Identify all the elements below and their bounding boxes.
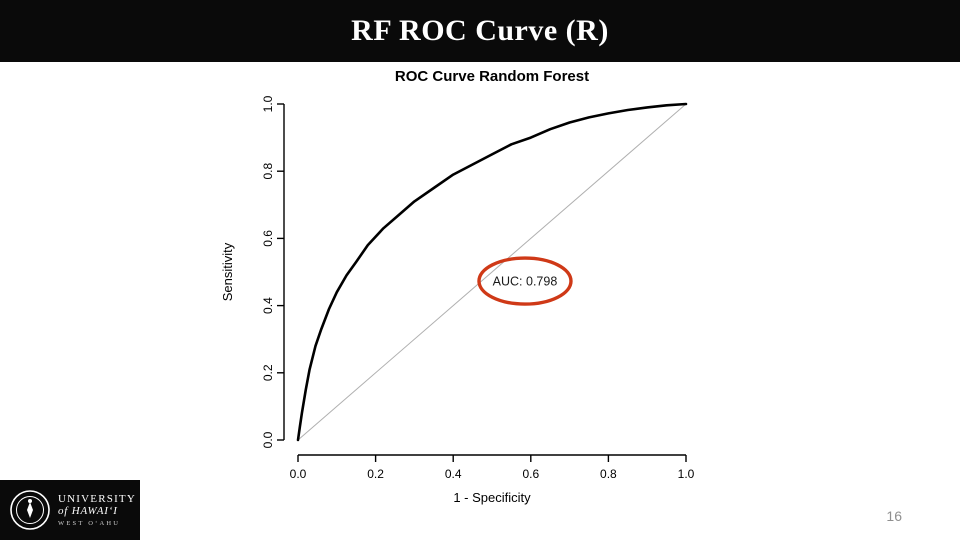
y-tick-label: 0.0 [261,431,275,448]
y-tick-label: 0.6 [261,230,275,247]
y-tick-label: 0.8 [261,163,275,180]
chance-diagonal-line [297,103,687,441]
auc-highlight-ellipse [477,256,573,306]
roc-curve-line [296,102,688,442]
x-tick-label: 0.8 [600,467,617,481]
auc-annotation: AUC: 0.798 [493,275,558,289]
x-tick-label: 0.0 [290,467,307,481]
y-tick-label: 0.2 [261,364,275,381]
university-logo: UNIVERSITY of HAWAIʻI WEST OʻAHU [0,480,140,540]
university-seal-icon [10,490,50,530]
x-tick-label: 0.6 [522,467,539,481]
page-number: 16 [886,508,902,524]
logo-line-of-hawaii: of HAWAIʻI [58,505,118,518]
x-tick-label: 0.4 [445,467,462,481]
university-logo-text: UNIVERSITY of HAWAIʻI WEST OʻAHU [58,493,136,528]
roc-chart: ROC Curve Random Forest 0.0 0.2 0.4 0.6 0.8 1.… [220,68,695,505]
roc-chart-container: ROC Curve Random Forest 0.0 0.2 0.4 0.6 0.8 1.… [212,64,742,516]
x-axis-label: 1 - Specificity [453,490,531,505]
logo-line-university: UNIVERSITY [58,492,136,505]
y-axis-label: Sensitivity [220,242,235,301]
y-tick-label: 1.0 [261,95,275,112]
x-tick-label: 0.2 [367,467,384,481]
slide-title: RF ROC Curve (R) [351,14,609,47]
logo-line-west-oahu: WEST OʻAHU [58,519,121,527]
y-tick-label: 0.4 [261,297,275,314]
slide-header: RF ROC Curve (R) [0,0,960,62]
x-tick-label: 1.0 [678,467,695,481]
chart-title: ROC Curve Random Forest [395,68,589,85]
